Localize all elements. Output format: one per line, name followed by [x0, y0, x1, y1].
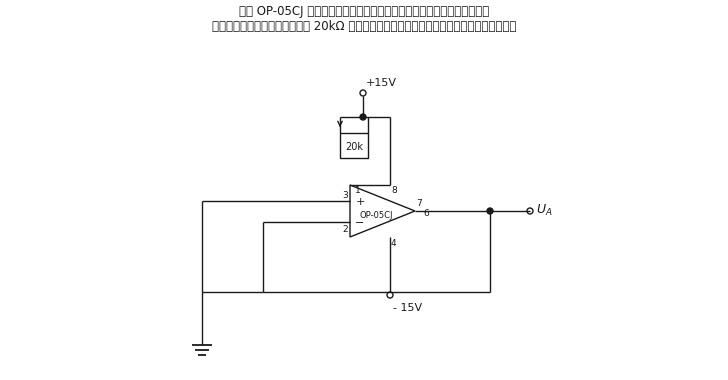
Text: 射极跟随器接线方式，通过改变 20kΩ 电位器滑动触点位置可以调节输出电压的零点和大小。: 射极跟随器接线方式，通过改变 20kΩ 电位器滑动触点位置可以调节输出电压的零点…: [212, 19, 516, 33]
Text: 20k: 20k: [345, 141, 363, 152]
Bar: [340, 133, 368, 158]
Text: 8: 8: [391, 186, 397, 195]
Text: OP-05CJ: OP-05CJ: [359, 212, 392, 220]
Text: +: +: [355, 197, 365, 207]
Text: −: −: [355, 218, 365, 228]
Text: 7: 7: [416, 200, 422, 209]
Text: 3: 3: [342, 191, 348, 200]
Text: $U_A$: $U_A$: [536, 203, 553, 217]
Text: - 15V: - 15V: [393, 303, 422, 313]
Text: 采用 OP-05CJ 高性能单运算放大器构成的简单毫伏信号源电路。这里采用: 采用 OP-05CJ 高性能单运算放大器构成的简单毫伏信号源电路。这里采用: [239, 5, 489, 19]
Circle shape: [360, 114, 366, 120]
Text: +15V: +15V: [366, 78, 397, 88]
Text: 2: 2: [342, 225, 348, 234]
Text: 6: 6: [423, 209, 429, 218]
Text: 4: 4: [391, 239, 397, 248]
Circle shape: [487, 208, 493, 214]
Text: 1: 1: [355, 186, 361, 195]
